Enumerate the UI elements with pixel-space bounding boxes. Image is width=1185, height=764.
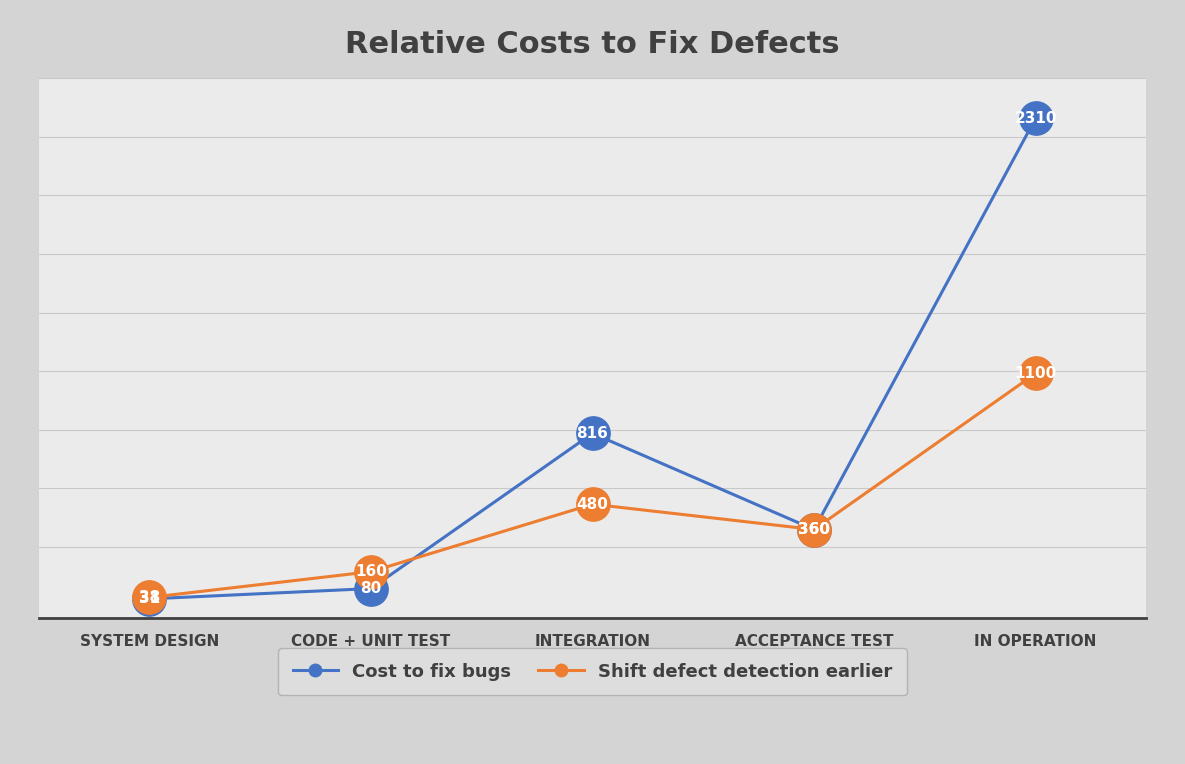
Text: 480: 480 xyxy=(577,497,608,512)
Text: 80: 80 xyxy=(360,581,382,596)
Text: 360: 360 xyxy=(798,522,829,537)
Text: 360: 360 xyxy=(798,522,829,537)
Text: 31: 31 xyxy=(139,591,160,607)
Text: 1100: 1100 xyxy=(1014,366,1057,381)
Text: 160: 160 xyxy=(356,564,387,579)
Title: Relative Costs to Fix Defects: Relative Costs to Fix Defects xyxy=(345,31,840,60)
Text: 816: 816 xyxy=(577,426,608,441)
Text: 38: 38 xyxy=(139,590,160,605)
Text: 2310: 2310 xyxy=(1014,111,1057,126)
Legend: Cost to fix bugs, Shift defect detection earlier: Cost to fix bugs, Shift defect detection… xyxy=(278,648,907,695)
